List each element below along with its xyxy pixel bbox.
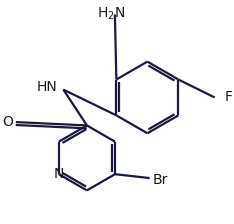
- Text: N: N: [54, 167, 64, 181]
- Text: Br: Br: [153, 173, 168, 187]
- Text: HN: HN: [37, 80, 58, 94]
- Text: F: F: [225, 90, 233, 104]
- Text: O: O: [2, 115, 13, 129]
- Text: $\mathsf{H_2N}$: $\mathsf{H_2N}$: [98, 6, 126, 22]
